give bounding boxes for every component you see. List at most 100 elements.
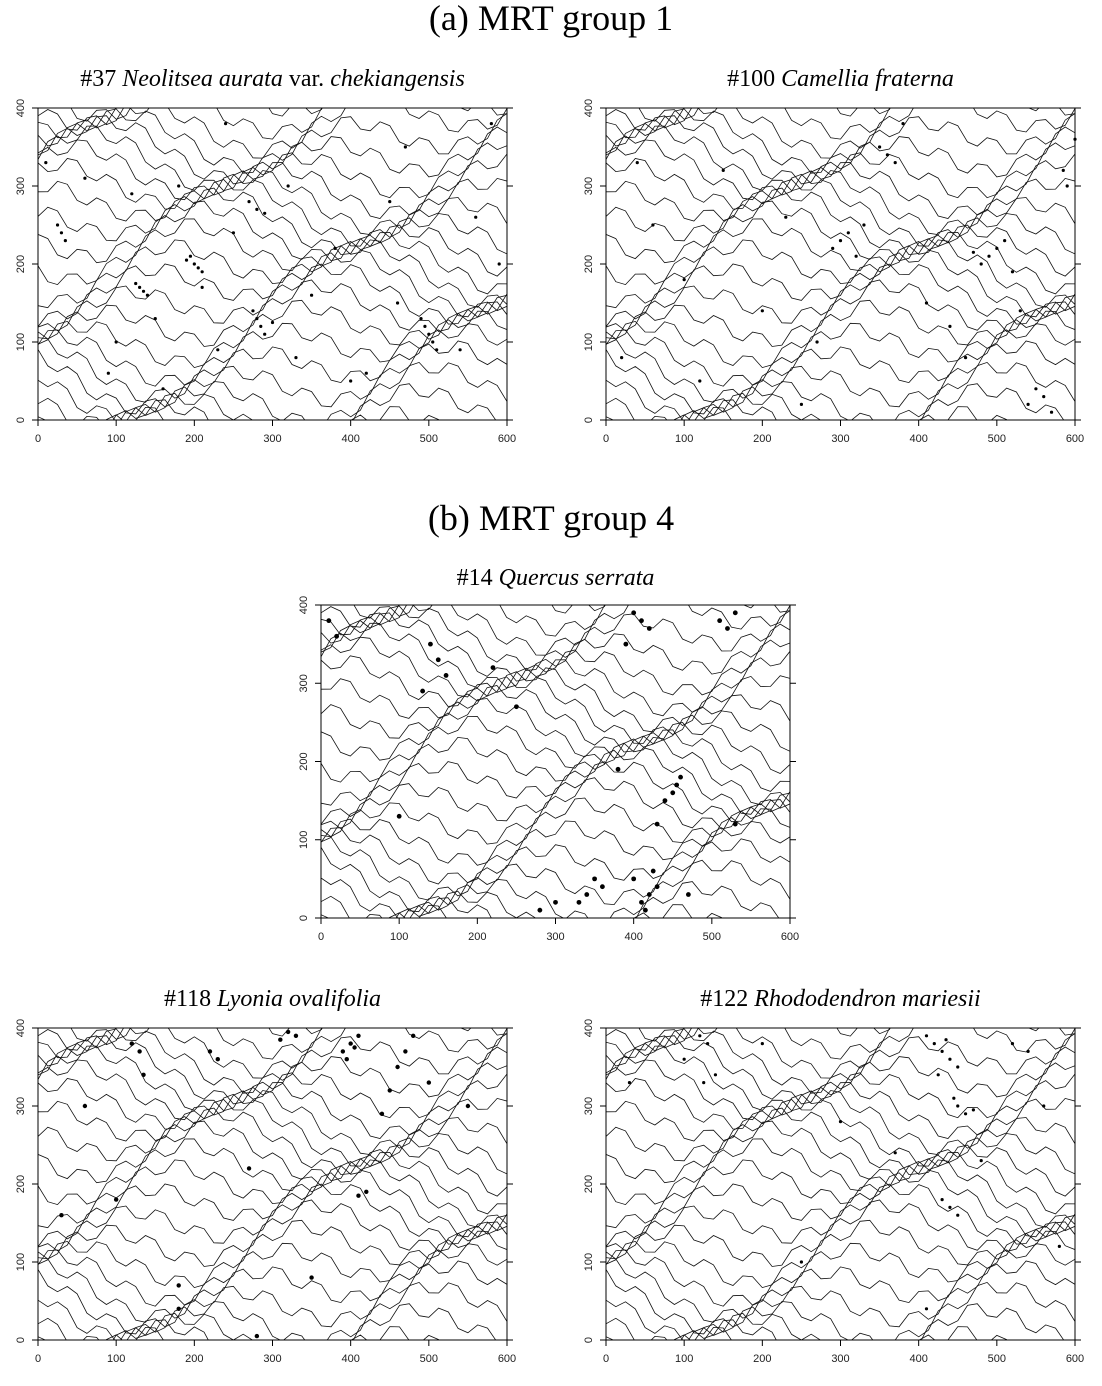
contour-line xyxy=(321,747,790,825)
contour-line xyxy=(606,310,1075,387)
y-tick-label: 100 xyxy=(15,1253,27,1271)
x-tick-label: 100 xyxy=(107,1353,125,1365)
point xyxy=(662,798,668,804)
x-tick-label: 300 xyxy=(263,1353,281,1365)
x-tick-label: 500 xyxy=(988,1353,1006,1365)
point xyxy=(901,122,905,126)
point xyxy=(497,262,501,266)
contour-line xyxy=(606,179,1075,247)
point xyxy=(1026,402,1030,406)
contour-line xyxy=(606,125,1075,199)
contour-line xyxy=(606,108,1075,159)
point xyxy=(838,239,843,243)
point xyxy=(553,899,558,905)
contours xyxy=(38,108,507,420)
contour-line xyxy=(606,1099,1075,1167)
title-part: chekiangensis xyxy=(330,66,465,92)
point xyxy=(784,215,788,219)
point xyxy=(286,184,290,188)
contour-line xyxy=(38,399,440,420)
point xyxy=(1034,387,1038,391)
x-tick-label: 200 xyxy=(185,433,203,445)
point xyxy=(458,348,462,352)
point xyxy=(893,1151,897,1155)
point xyxy=(631,876,637,882)
x-tick-label: 400 xyxy=(341,1353,359,1365)
contour-line xyxy=(321,808,790,885)
point xyxy=(388,200,392,204)
contour-line xyxy=(606,108,1075,174)
contour-line xyxy=(38,187,507,256)
contour-line xyxy=(38,200,507,277)
point xyxy=(309,1275,314,1280)
point xyxy=(334,633,340,639)
contour-line xyxy=(321,622,790,696)
point xyxy=(1073,137,1077,141)
point xyxy=(948,1205,952,1209)
contour-line xyxy=(321,736,790,806)
contour-line xyxy=(606,1059,1075,1139)
point xyxy=(176,1306,181,1312)
contour-line xyxy=(38,1260,507,1335)
contour-line xyxy=(38,1028,507,1060)
title-part: #37 xyxy=(80,66,116,92)
contour-line xyxy=(321,715,790,792)
x-tick-label: 600 xyxy=(1066,433,1084,445)
y-tick-label: 0 xyxy=(298,915,310,921)
contour-line xyxy=(606,158,1075,236)
contour-line xyxy=(606,1243,1075,1323)
point xyxy=(251,309,255,313)
point xyxy=(129,1041,134,1046)
contour-line xyxy=(606,1319,1008,1340)
point xyxy=(799,402,804,406)
contour-line xyxy=(606,1028,1075,1094)
contour-line xyxy=(38,179,507,247)
point xyxy=(443,673,449,678)
point xyxy=(293,1033,299,1039)
x-tick-label: 400 xyxy=(624,931,642,943)
section-heading: (a) MRT group 1 xyxy=(429,0,673,38)
contour-line xyxy=(321,612,790,682)
y-tick-label: 400 xyxy=(583,99,595,117)
contour-line xyxy=(321,698,790,774)
point xyxy=(403,1049,408,1054)
x-tick-label: 0 xyxy=(318,931,324,943)
point xyxy=(650,868,656,874)
contour-line xyxy=(38,1120,507,1197)
x-tick-label: 400 xyxy=(341,433,359,445)
point xyxy=(987,254,991,258)
contour-line xyxy=(38,263,507,332)
contour-line xyxy=(673,1326,754,1340)
contour-line xyxy=(606,299,1075,369)
point xyxy=(427,332,431,336)
point xyxy=(646,626,652,631)
x-tick-label: 100 xyxy=(390,931,408,943)
contour-line xyxy=(321,655,790,733)
contour-line xyxy=(321,859,790,918)
contour-line xyxy=(38,108,507,140)
contour-line xyxy=(606,1260,1075,1335)
point xyxy=(639,618,644,624)
point xyxy=(995,246,999,250)
contour-line xyxy=(38,239,507,309)
y-tick-label: 0 xyxy=(15,417,27,423)
point xyxy=(224,122,228,126)
point xyxy=(971,1108,975,1112)
point xyxy=(674,782,680,788)
title-part: Neolitsea aurata xyxy=(121,66,283,92)
point xyxy=(55,223,60,227)
contour-line xyxy=(38,1138,507,1215)
point xyxy=(592,876,597,882)
title-part: var. xyxy=(289,66,324,92)
point xyxy=(431,340,435,344)
point xyxy=(263,332,267,336)
point xyxy=(635,161,639,165)
x-tick-label: 500 xyxy=(420,1353,438,1365)
point xyxy=(141,1072,146,1078)
point xyxy=(940,1049,944,1053)
contour-line xyxy=(38,1028,507,1094)
point xyxy=(952,1096,956,1100)
point xyxy=(44,161,48,165)
contour-line xyxy=(606,399,1008,420)
